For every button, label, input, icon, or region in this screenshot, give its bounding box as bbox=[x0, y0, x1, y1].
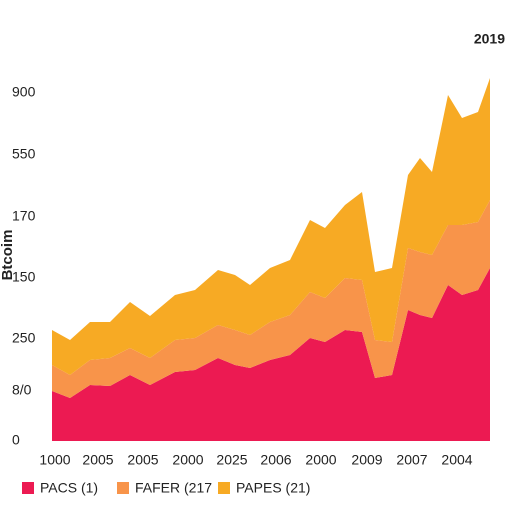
y-tick-label: 0 bbox=[12, 432, 20, 448]
y-tick-label: 550 bbox=[12, 146, 36, 162]
legend-swatch bbox=[22, 482, 34, 494]
area bbox=[52, 200, 490, 398]
area bbox=[52, 268, 490, 441]
legend-label: FAFER (217 bbox=[135, 480, 212, 496]
y-tick-label: 170 bbox=[12, 208, 36, 224]
y-tick-label: 150 bbox=[12, 269, 36, 285]
y-tick-label: 250 bbox=[12, 330, 36, 346]
y-axis-label: Btcoim bbox=[0, 230, 16, 281]
x-tick-label: 2025 bbox=[216, 452, 247, 468]
x-tick-label: 2005 bbox=[127, 452, 158, 468]
y-tick-label: 8/0 bbox=[12, 382, 32, 398]
x-tick-label: 1000 bbox=[39, 452, 70, 468]
x-tick-label: 2004 bbox=[441, 452, 472, 468]
chart-title: 2019 bbox=[474, 31, 505, 47]
x-tick-label: 2000 bbox=[172, 452, 203, 468]
y-tick-label: 900 bbox=[12, 84, 36, 100]
x-tick-label: 2006 bbox=[260, 452, 291, 468]
area bbox=[52, 78, 490, 375]
x-tick-label: 2000 bbox=[305, 452, 336, 468]
x-tick-label: 2007 bbox=[396, 452, 427, 468]
legend-label: PACS (1) bbox=[40, 480, 98, 496]
legend-swatch bbox=[218, 482, 230, 494]
x-tick-label: 2005 bbox=[82, 452, 113, 468]
x-tick-label: 2009 bbox=[351, 452, 382, 468]
legend-label: PAPES (21) bbox=[236, 480, 310, 496]
legend-swatch bbox=[117, 482, 129, 494]
